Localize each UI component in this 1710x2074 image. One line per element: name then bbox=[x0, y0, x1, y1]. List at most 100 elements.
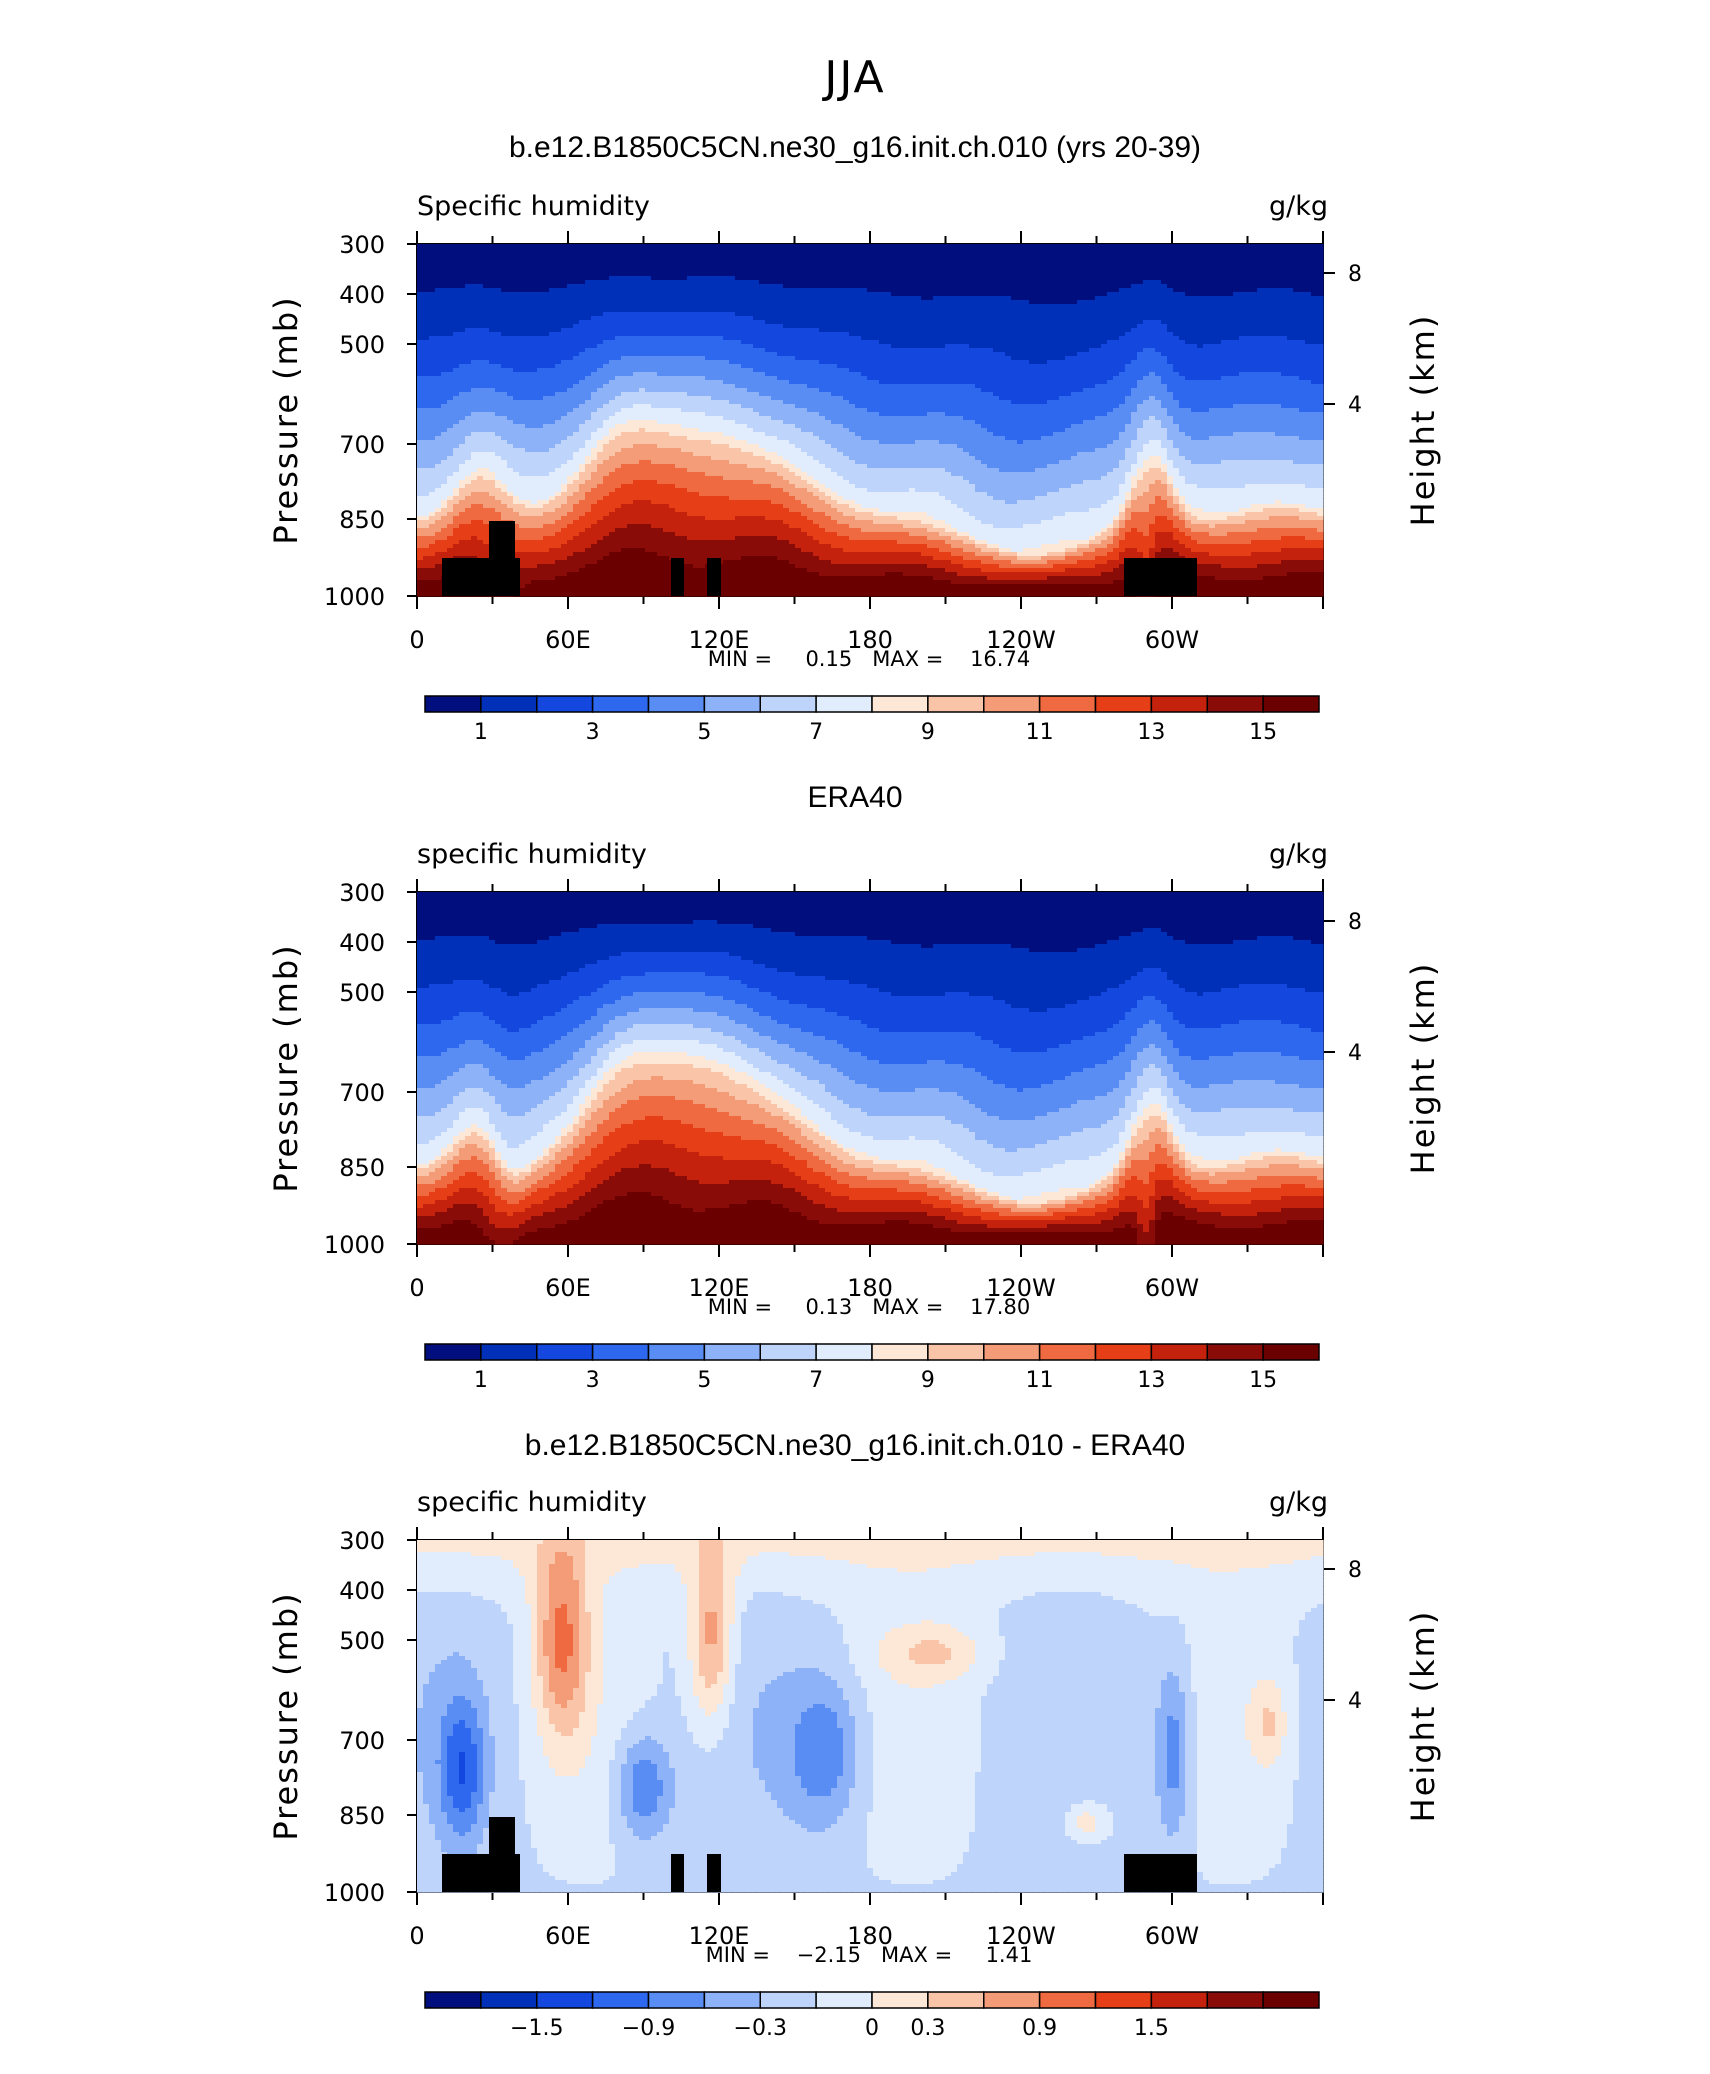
colorbar-label: 13 bbox=[1137, 720, 1165, 745]
colorbar-label: 1 bbox=[474, 720, 488, 745]
colorbar-swatch bbox=[1206, 695, 1264, 713]
x-tick-label: 60E bbox=[545, 626, 591, 654]
colorbar-label: −0.3 bbox=[734, 2016, 787, 2041]
x-tick-label: 120W bbox=[986, 626, 1056, 654]
panel-2-title: ERA40 bbox=[0, 781, 1710, 815]
y-axis-label: Pressure (mb) bbox=[267, 295, 305, 544]
x-tick-label: 60W bbox=[1145, 1922, 1199, 1950]
field-name-label: specific humidity bbox=[417, 839, 647, 870]
colorbar-swatch bbox=[927, 695, 985, 713]
y-tick-label: 500 bbox=[339, 1627, 385, 1655]
colorbar-swatch bbox=[424, 1343, 482, 1361]
y-tick-label: 850 bbox=[339, 1154, 385, 1182]
colorbar-swatch bbox=[1150, 695, 1208, 713]
colorbar-label: 5 bbox=[697, 1368, 711, 1393]
colorbar-label: 15 bbox=[1249, 720, 1277, 745]
colorbar: 1 3 5 7 9 11 13 15 bbox=[424, 695, 1320, 745]
colorbar-swatch bbox=[647, 695, 706, 713]
colorbar-swatch bbox=[536, 1991, 594, 2009]
x-tick-label: 120E bbox=[689, 626, 750, 654]
height-tick-label: 8 bbox=[1348, 1558, 1362, 1583]
colorbar-swatch bbox=[983, 695, 1041, 713]
colorbar-label: −0.9 bbox=[622, 2016, 675, 2041]
colorbar-swatch bbox=[871, 1343, 929, 1361]
colorbar: 1 3 5 7 9 11 13 15 bbox=[424, 1343, 1320, 1393]
colorbar: −1.5 −0.9 −0.3 0 0.3 0.9 1.5 bbox=[424, 1991, 1320, 2041]
colorbar-label: −1.5 bbox=[510, 2016, 563, 2041]
colorbar-swatch bbox=[983, 1991, 1041, 2009]
y-axis-label: Pressure (mb) bbox=[267, 943, 305, 1192]
y-tick-label: 400 bbox=[339, 929, 385, 957]
colorbar-swatch bbox=[1038, 1991, 1097, 2009]
colorbar-swatch bbox=[1206, 1991, 1264, 2009]
colorbar-swatch bbox=[536, 695, 594, 713]
y-tick-label: 850 bbox=[339, 1802, 385, 1830]
panel-3-title: b.e12.B1850C5CN.ne30_g16.init.ch.010 - E… bbox=[0, 1429, 1710, 1463]
x-tick-label: 180 bbox=[847, 1274, 893, 1302]
colorbar-swatch bbox=[759, 1991, 817, 2009]
difference-field bbox=[417, 1540, 1324, 1893]
era40-field bbox=[417, 892, 1324, 1245]
colorbar-swatch bbox=[1262, 1343, 1320, 1361]
x-tick-label: 60E bbox=[545, 1274, 591, 1302]
y-axis-label: Pressure (mb) bbox=[267, 1591, 305, 1840]
colorbar-label: 5 bbox=[697, 720, 711, 745]
y-tick-label: 300 bbox=[339, 231, 385, 259]
y-tick-label: 1000 bbox=[324, 583, 385, 611]
x-tick-label: 0 bbox=[409, 1922, 424, 1950]
min-max-label: MIN = 0.15 MAX = 16.74 bbox=[708, 647, 1030, 671]
colorbar-swatch bbox=[480, 1991, 538, 2009]
colorbar-swatch bbox=[703, 695, 761, 713]
land-mask-3 bbox=[442, 1817, 1197, 1892]
x-tick-label: 0 bbox=[409, 626, 424, 654]
colorbar-swatch bbox=[647, 1991, 706, 2009]
colorbar-label: 1 bbox=[474, 1368, 488, 1393]
height-axis-label: Height (km) bbox=[1404, 1610, 1442, 1823]
colorbar-label: 15 bbox=[1249, 1368, 1277, 1393]
colorbar-swatch bbox=[591, 1343, 650, 1361]
y-tick-label: 500 bbox=[339, 331, 385, 359]
y-tick-label: 400 bbox=[339, 281, 385, 309]
min-max-label: MIN = −2.15 MAX = 1.41 bbox=[706, 1943, 1033, 1967]
height-tick-label: 4 bbox=[1348, 393, 1362, 418]
colorbar-swatch bbox=[927, 1343, 985, 1361]
colorbar-swatch bbox=[759, 1343, 817, 1361]
colorbar-label: 3 bbox=[586, 1368, 600, 1393]
x-tick-label: 60W bbox=[1145, 626, 1199, 654]
x-tick-label: 60W bbox=[1145, 1274, 1199, 1302]
x-tick-label: 180 bbox=[847, 1922, 893, 1950]
colorbar-label: 1.5 bbox=[1134, 2016, 1169, 2041]
height-tick-label: 8 bbox=[1348, 262, 1362, 287]
y-tick-label: 700 bbox=[339, 1727, 385, 1755]
y-tick-label: 500 bbox=[339, 979, 385, 1007]
colorbar-swatch bbox=[1094, 1343, 1153, 1361]
colorbar-swatch bbox=[591, 695, 650, 713]
y-tick-label: 1000 bbox=[324, 1879, 385, 1907]
colorbar-swatch bbox=[1262, 695, 1320, 713]
colorbar-swatch bbox=[871, 1991, 929, 2009]
y-tick-label: 700 bbox=[339, 431, 385, 459]
colorbar-swatch bbox=[815, 1991, 873, 2009]
colorbar-swatch bbox=[703, 1991, 761, 2009]
colorbar-label: 7 bbox=[809, 1368, 823, 1393]
colorbar-label: 7 bbox=[809, 720, 823, 745]
x-tick-label: 180 bbox=[847, 626, 893, 654]
height-axis-label: Height (km) bbox=[1404, 314, 1442, 527]
colorbar-swatch bbox=[591, 1991, 650, 2009]
units-label: g/kg bbox=[1269, 191, 1328, 222]
model-field bbox=[417, 244, 1324, 597]
height-axis-label: Height (km) bbox=[1404, 962, 1442, 1175]
colorbar-swatch bbox=[1206, 1343, 1264, 1361]
y-tick-label: 700 bbox=[339, 1079, 385, 1107]
colorbar-label: 3 bbox=[586, 720, 600, 745]
colorbar-label: 0.3 bbox=[910, 2016, 945, 2041]
colorbar-label: 0.9 bbox=[1022, 2016, 1057, 2041]
x-tick-label: 60E bbox=[545, 1922, 591, 1950]
y-tick-label: 300 bbox=[339, 879, 385, 907]
x-tick-label: 0 bbox=[409, 1274, 424, 1302]
height-tick-label: 8 bbox=[1348, 910, 1362, 935]
field-name-label: specific humidity bbox=[417, 1487, 647, 1518]
colorbar-swatch bbox=[815, 695, 873, 713]
colorbar-swatch bbox=[1262, 1991, 1320, 2009]
